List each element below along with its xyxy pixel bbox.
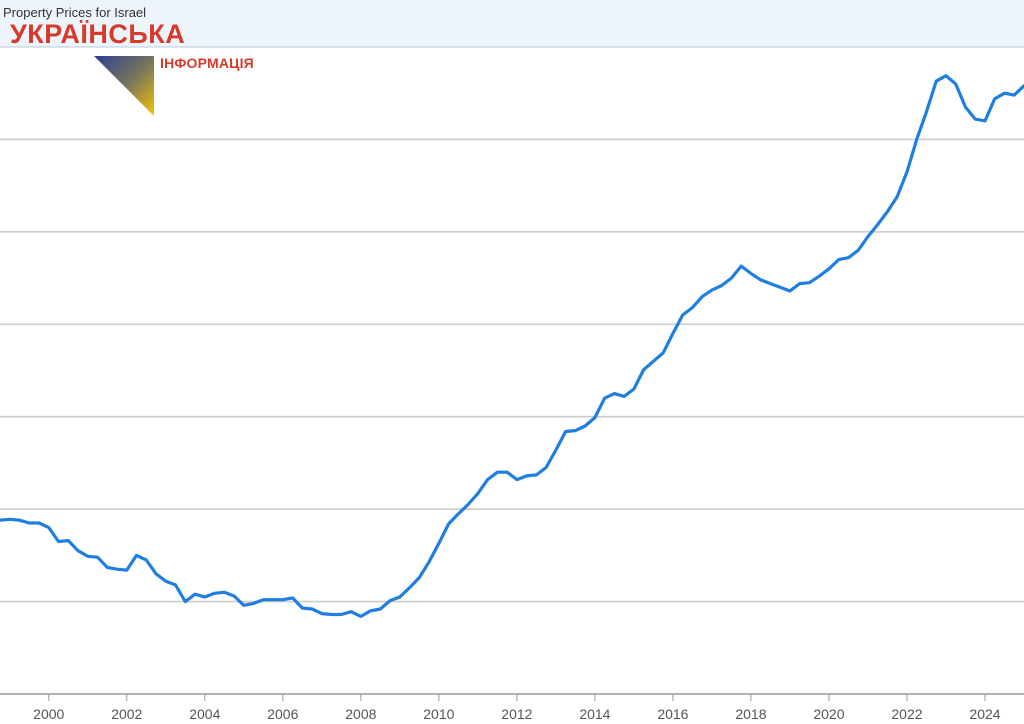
watermark-subtitle: ІНФОРМАЦІЯ: [160, 55, 254, 71]
x-tick-label: 2022: [891, 706, 922, 722]
series-line: [0, 74, 1024, 618]
chart-title: Property Prices for Israel: [3, 5, 147, 20]
x-tick-label: 2000: [33, 706, 64, 722]
x-tick-label: 2018: [735, 706, 766, 722]
x-tick-label: 2006: [267, 706, 298, 722]
x-tick-label: 2016: [657, 706, 688, 722]
x-tick-label: 2008: [345, 706, 376, 722]
x-tick-label: 2012: [501, 706, 532, 722]
x-tick-label: 2024: [969, 706, 1000, 722]
grid-lines: [0, 138, 1024, 603]
header-band: [0, 0, 1024, 47]
watermark-flag-icon: [94, 56, 154, 116]
x-axis: 2000 2002 2004 2006 2008 2010 2012 2014 2016 2018…: [0, 693, 1024, 722]
x-tick-label: 2014: [579, 706, 610, 722]
x-tick-label: 2010: [423, 706, 454, 722]
x-tick-label: 2020: [813, 706, 844, 722]
x-tick-label: 2002: [111, 706, 142, 722]
watermark-logo: УКРАЇНСЬКА: [10, 19, 186, 49]
x-tick-label: 2004: [189, 706, 220, 722]
series-layer: [0, 74, 1024, 618]
